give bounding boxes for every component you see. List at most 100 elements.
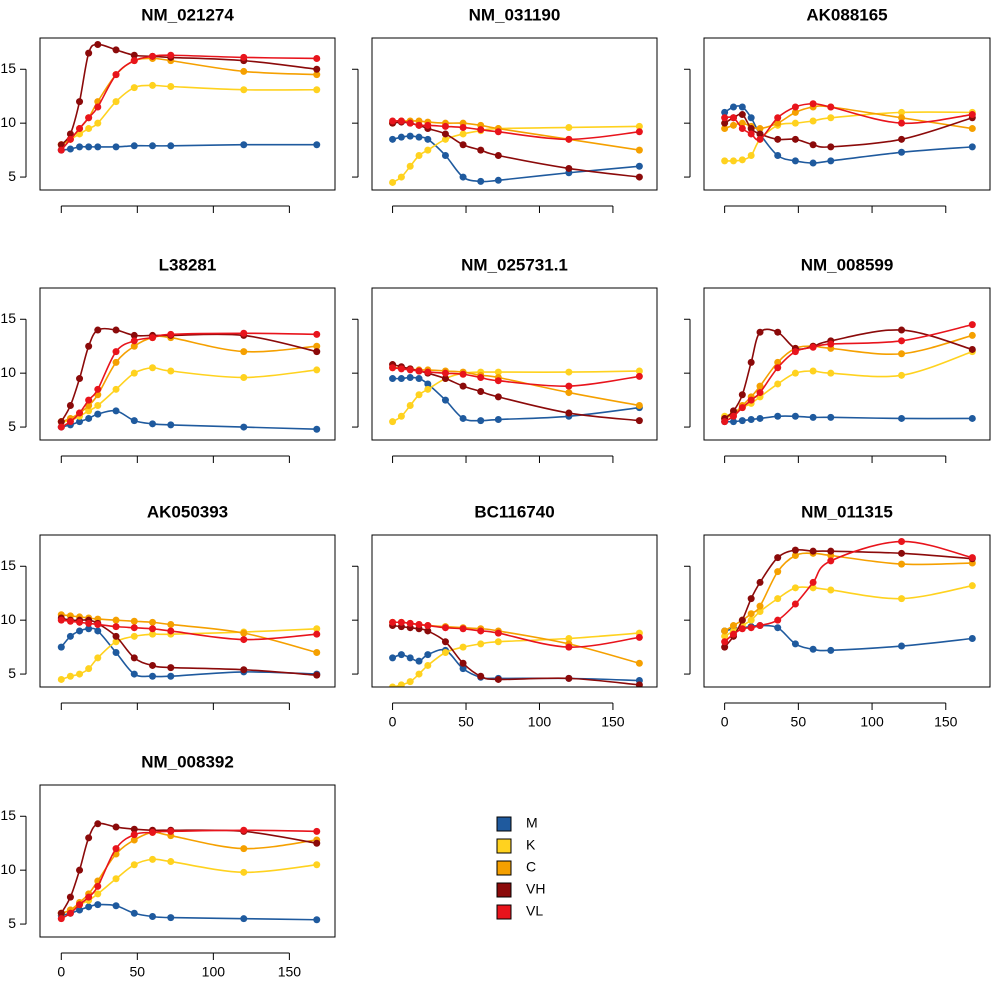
y-tick-label: 5 bbox=[8, 168, 16, 184]
plot-box bbox=[39, 784, 336, 938]
trend-line bbox=[60, 84, 317, 146]
plot-box bbox=[371, 37, 658, 191]
trend-line bbox=[60, 327, 317, 423]
x-tick-label: 150 bbox=[934, 714, 958, 730]
plot-area bbox=[389, 117, 643, 186]
panel-title: AK088165 bbox=[806, 5, 887, 24]
trend-line bbox=[61, 619, 317, 641]
trend-line bbox=[61, 335, 317, 423]
plot-area bbox=[57, 326, 321, 433]
x-tick-label: 100 bbox=[860, 714, 884, 730]
panel-title: AK050393 bbox=[147, 502, 228, 521]
trend-line bbox=[724, 102, 973, 141]
panel: NM_025731.1 bbox=[352, 255, 658, 463]
panel: NM_031190 bbox=[352, 5, 658, 213]
trend-line bbox=[724, 584, 973, 638]
panel-title: NM_031190 bbox=[469, 5, 561, 24]
panel-title: NM_021274 bbox=[141, 5, 234, 24]
trend-line bbox=[724, 334, 973, 420]
trend-line bbox=[61, 143, 317, 151]
panel: AK050393 5 10 15 bbox=[0, 502, 336, 710]
legend-swatch bbox=[496, 882, 512, 898]
legend-label: VH bbox=[526, 881, 545, 897]
legend-swatch bbox=[496, 816, 512, 832]
panel: L38281 5 10 15 bbox=[0, 255, 336, 463]
trend-line bbox=[60, 332, 317, 428]
trend-line bbox=[392, 624, 640, 686]
trend-line bbox=[392, 120, 640, 141]
legend: MKC VH VL bbox=[496, 815, 545, 920]
legend-label: VL bbox=[526, 903, 543, 919]
plot-area bbox=[57, 820, 321, 924]
trend-line bbox=[724, 323, 973, 423]
plot-box bbox=[39, 287, 336, 441]
trend-line bbox=[724, 548, 973, 648]
y-tick-label: 10 bbox=[0, 861, 16, 877]
panel-title: NM_008599 bbox=[801, 255, 894, 274]
legend-label: M bbox=[526, 815, 538, 831]
trend-line bbox=[724, 540, 973, 643]
legend-swatch bbox=[496, 860, 512, 876]
trend-line bbox=[60, 43, 317, 146]
panel-title: NM_008392 bbox=[141, 752, 234, 771]
trend-line bbox=[724, 415, 973, 423]
x-tick-label: 50 bbox=[791, 714, 807, 730]
panel: NM_011315 0 50 100 150 bbox=[684, 502, 991, 730]
plot-box bbox=[39, 37, 336, 191]
x-tick-label: 0 bbox=[389, 714, 397, 730]
trend-line bbox=[61, 831, 317, 915]
panel: NM_008599 bbox=[684, 255, 991, 463]
y-tick-label: 15 bbox=[0, 60, 16, 76]
y-tick-label: 10 bbox=[0, 364, 16, 380]
trend-line bbox=[61, 627, 317, 681]
legend-swatch bbox=[496, 838, 512, 854]
trend-line bbox=[392, 370, 640, 423]
trend-line bbox=[724, 113, 973, 148]
x-tick-label: 150 bbox=[601, 714, 625, 730]
trend-line bbox=[60, 54, 317, 151]
trend-line bbox=[724, 328, 973, 420]
y-tick-label: 5 bbox=[8, 418, 16, 434]
trend-line bbox=[61, 366, 317, 423]
legend-label: K bbox=[526, 837, 536, 853]
y-tick-label: 5 bbox=[8, 915, 16, 931]
y-tick-label: 5 bbox=[8, 665, 16, 681]
plot-area bbox=[721, 321, 976, 426]
plot-box bbox=[703, 287, 991, 441]
y-tick-label: 10 bbox=[0, 114, 16, 130]
trend-line bbox=[392, 125, 640, 184]
trend-line bbox=[392, 621, 640, 648]
plot-box bbox=[371, 534, 658, 688]
plot-area bbox=[721, 100, 976, 167]
plot-area bbox=[57, 611, 321, 683]
trend-line bbox=[392, 135, 640, 183]
y-tick-label: 15 bbox=[0, 557, 16, 573]
trend-line bbox=[61, 903, 317, 921]
data-point bbox=[635, 122, 643, 130]
panel-title: NM_011315 bbox=[801, 502, 893, 521]
legend-swatch bbox=[496, 904, 512, 920]
x-tick-label: 150 bbox=[278, 964, 302, 980]
legend-label: C bbox=[526, 859, 536, 875]
trend-line bbox=[724, 105, 973, 130]
plot-box bbox=[703, 534, 991, 688]
y-tick-label: 15 bbox=[0, 807, 16, 823]
trend-line bbox=[724, 105, 973, 164]
trend-line bbox=[61, 613, 317, 654]
x-tick-label: 100 bbox=[528, 714, 552, 730]
panel-title: L38281 bbox=[159, 255, 217, 274]
x-tick-label: 50 bbox=[458, 714, 474, 730]
x-tick-label: 50 bbox=[130, 964, 146, 980]
plot-box bbox=[703, 37, 991, 191]
trend-line bbox=[61, 409, 317, 431]
panel: NM_021274 5 10 15 bbox=[0, 5, 336, 213]
plot-area bbox=[389, 618, 643, 687]
trend-line bbox=[392, 366, 640, 387]
panel: BC116740 0 50 100 150 bbox=[352, 502, 658, 730]
panel-title: BC116740 bbox=[474, 502, 554, 521]
trend-line bbox=[724, 624, 973, 652]
trend-line bbox=[392, 376, 640, 422]
trend-line bbox=[60, 822, 317, 914]
